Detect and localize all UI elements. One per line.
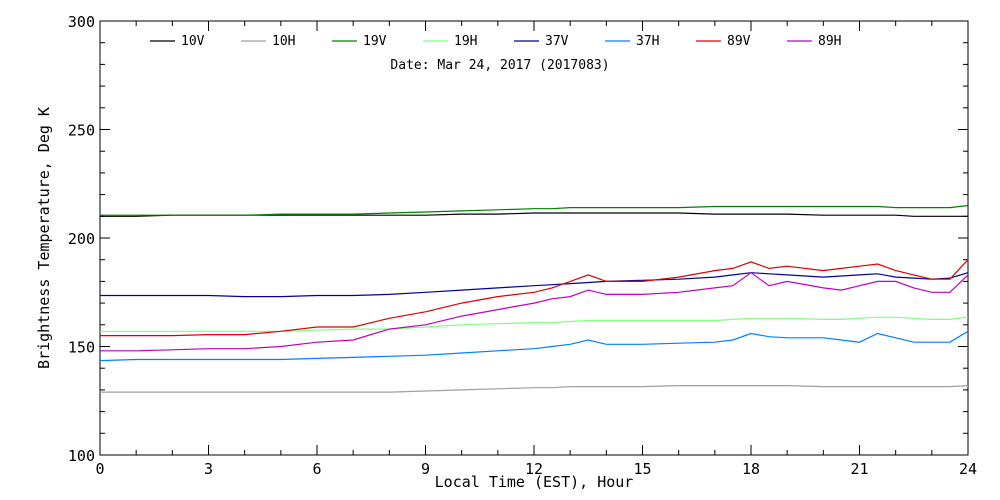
axis-ticks: 0 3 6 9 12 15 18 21 24 100 150 200 250 300 — [68, 13, 977, 478]
legend-label: 10V — [181, 34, 205, 49]
x-tick-label: 12 — [525, 460, 543, 478]
series-line-19h — [100, 316, 969, 332]
x-tick-label: 21 — [850, 460, 868, 478]
x-tick-label: 9 — [421, 460, 430, 478]
x-tick-label: 6 — [312, 460, 321, 478]
legend-label: 19H — [454, 34, 477, 49]
series-layer — [99, 204, 969, 393]
legend-label: 37V — [545, 34, 569, 49]
series-line-10h — [100, 385, 969, 393]
x-tick-label: 0 — [95, 460, 104, 478]
y-tick-label: 150 — [68, 339, 95, 357]
legend: 10V 10H 19V 19H 37V 37H 89V 89H — [150, 34, 841, 49]
x-axis-title: Local Time (EST), Hour — [435, 473, 634, 491]
legend-label: 10H — [272, 34, 295, 49]
legend-label: 37H — [636, 34, 659, 49]
x-tick-label: 24 — [959, 460, 977, 478]
x-tick-label: 3 — [204, 460, 213, 478]
legend-label: 89V — [727, 34, 751, 49]
series-line-37v — [100, 272, 969, 298]
series-line-37h — [99, 330, 969, 362]
series-line-89h — [100, 271, 969, 352]
y-tick-label: 200 — [68, 230, 95, 248]
y-tick-label: 250 — [68, 122, 95, 140]
series-line-89v — [100, 259, 969, 337]
x-tick-label: 15 — [633, 460, 651, 478]
series-line-10v — [100, 212, 968, 217]
x-tick-label: 18 — [742, 460, 760, 478]
plot-frame — [99, 20, 969, 456]
series-line-19v — [100, 204, 969, 216]
y-tick-label: 300 — [68, 13, 95, 31]
date-label: Date: Mar 24, 2017 (2017083) — [390, 58, 609, 73]
y-axis-title: Brightness Temperature, Deg K — [35, 107, 53, 369]
legend-label: 89H — [818, 34, 841, 49]
y-tick-label: 100 — [68, 447, 95, 465]
legend-label: 19V — [363, 34, 387, 49]
